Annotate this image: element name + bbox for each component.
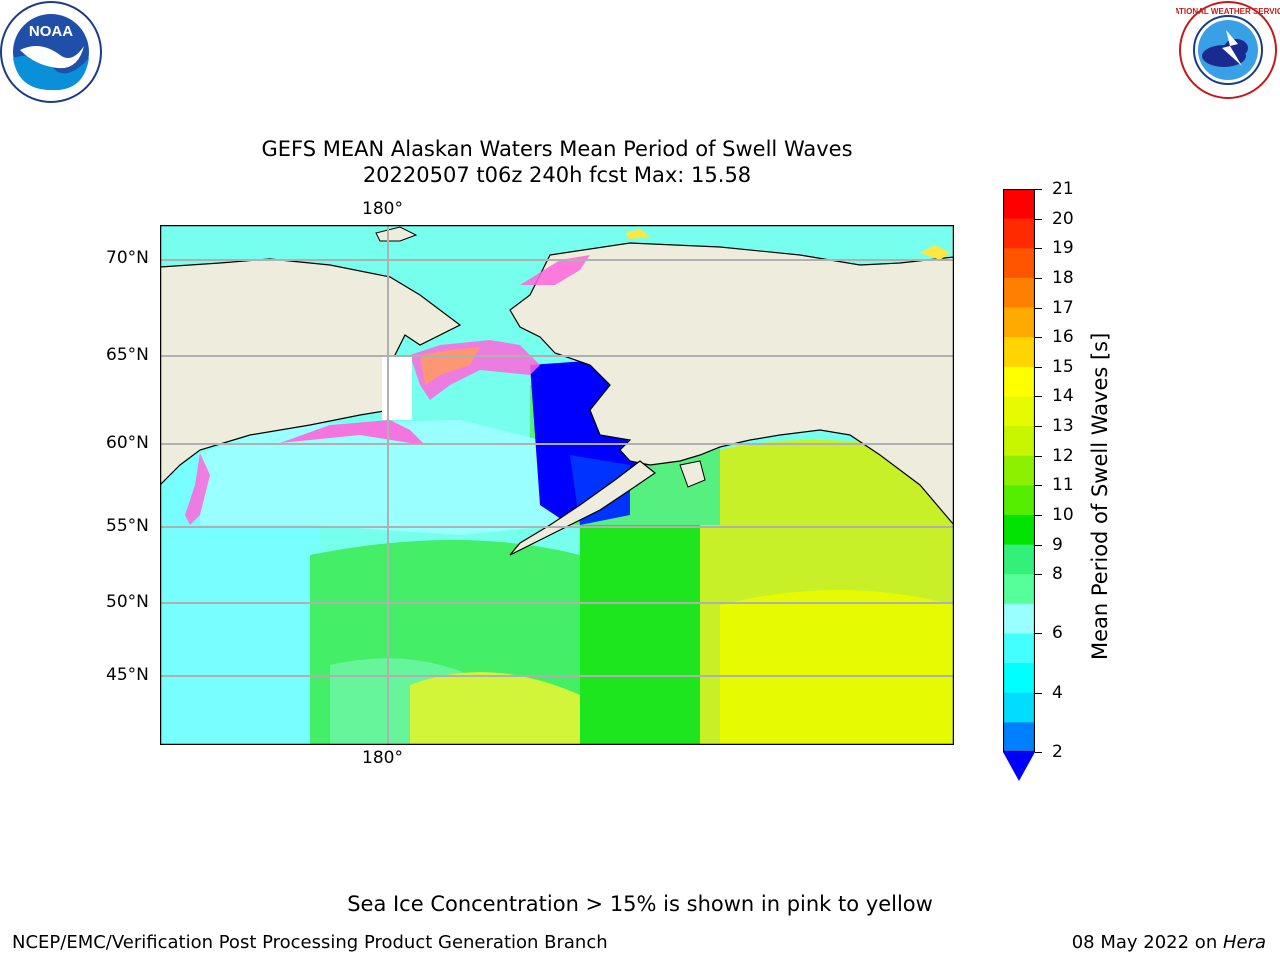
colorbar-segment xyxy=(1003,633,1035,664)
colorbar-tick-label: 9 xyxy=(1052,534,1063,555)
lat-label: 45°N xyxy=(106,665,149,685)
footer-date: 08 May 2022 on Hera xyxy=(1072,932,1266,954)
colorbar-tick-label: 14 xyxy=(1052,386,1074,407)
colorbar-tick xyxy=(1035,692,1042,694)
colorbar-segment xyxy=(1003,337,1035,368)
colorbar-tick-label: 15 xyxy=(1052,356,1074,377)
colorbar-frame xyxy=(1003,189,1035,753)
colorbar-tick xyxy=(1035,248,1042,250)
footer-date-text: 08 May 2022 on xyxy=(1071,932,1223,953)
colorbar xyxy=(1003,189,1035,781)
land-kodiak xyxy=(679,460,706,488)
colorbar-tick-label: 20 xyxy=(1052,208,1074,229)
no-data-region xyxy=(382,355,412,420)
colorbar-tick-label: 21 xyxy=(1052,179,1074,199)
map-frame xyxy=(160,225,954,745)
colorbar-tick-label: 8 xyxy=(1052,564,1063,585)
colorbar-under-arrow xyxy=(1003,752,1035,781)
noaa-logo: NOAA xyxy=(0,1,102,103)
colorbar-tick-label: 18 xyxy=(1052,267,1074,288)
colorbar-tick xyxy=(1035,514,1042,516)
nws-logo: NATIONAL WEATHER SERVICE xyxy=(1176,1,1280,99)
colorbar-tick-label: 16 xyxy=(1052,327,1074,348)
colorbar-segment xyxy=(1003,455,1035,486)
bering-sea xyxy=(200,420,560,535)
colorbar-tick xyxy=(1035,277,1042,279)
lat-label: 70°N xyxy=(106,248,149,268)
colorbar-tick xyxy=(1035,337,1042,339)
colorbar-segment xyxy=(1003,396,1035,427)
colorbar-tick-label: 2 xyxy=(1052,742,1063,762)
lat-label: 55°N xyxy=(106,516,149,536)
colorbar-tick-label: 17 xyxy=(1052,297,1074,318)
colorbar-tick-label: 6 xyxy=(1052,623,1063,644)
ocean-south-yellow xyxy=(410,672,580,745)
colorbar-tick-label: 12 xyxy=(1052,445,1074,466)
colorbar-segment xyxy=(1003,514,1035,546)
plot-title: GEFS MEAN Alaskan Waters Mean Period of … xyxy=(261,137,853,161)
colorbar-tick xyxy=(1035,574,1042,576)
colorbar-segment xyxy=(1003,544,1035,575)
colorbar-segment xyxy=(1003,307,1035,338)
lon-label-top: 180° xyxy=(362,199,403,219)
colorbar-tick-label: 4 xyxy=(1052,682,1063,703)
colorbar-tick xyxy=(1035,544,1042,546)
colorbar-tick-label: 11 xyxy=(1052,475,1074,496)
colorbar-segment xyxy=(1003,722,1035,753)
plot-subtitle: 20220507 t06z 240h fcst Max: 15.58 xyxy=(362,163,752,187)
graticule xyxy=(160,225,954,745)
colorbar-segment xyxy=(1003,248,1035,279)
sea-ice-pink xyxy=(520,255,590,285)
colorbar-tick xyxy=(1035,633,1042,635)
colorbar-segment xyxy=(1003,366,1035,398)
colorbar-tick-label: 10 xyxy=(1052,504,1074,525)
land-alaska xyxy=(509,242,954,526)
lat-label: 60°N xyxy=(106,433,149,453)
lon-label-bottom: 180° xyxy=(362,748,403,768)
colorbar-tick xyxy=(1035,218,1042,220)
colorbar-segment xyxy=(1003,574,1035,605)
ocean-east-yellow xyxy=(720,590,954,745)
colorbar-label: Mean Period of Swell Waves [s] xyxy=(1088,332,1112,660)
colorbar-tick xyxy=(1035,396,1042,398)
land-wrangel xyxy=(375,226,418,242)
colorbar-segment xyxy=(1003,485,1035,516)
colorbar-segment xyxy=(1003,189,1035,220)
colorbar-segment xyxy=(1003,218,1035,249)
nws-ring-text: NATIONAL WEATHER SERVICE xyxy=(1176,7,1280,16)
colorbar-tick xyxy=(1035,485,1042,487)
colorbar-tick xyxy=(1035,307,1042,309)
noaa-logo-text: NOAA xyxy=(29,23,73,40)
footer-branch: NCEP/EMC/Verification Post Processing Pr… xyxy=(12,932,608,953)
sea-ice-pink xyxy=(185,453,210,525)
colorbar-tick-label: 13 xyxy=(1052,416,1074,437)
colorbar-segment xyxy=(1003,692,1035,723)
sea-ice-yellow xyxy=(920,245,950,260)
colorbar-segment xyxy=(1003,277,1035,309)
lat-label: 50°N xyxy=(106,592,149,612)
land-alaska-peninsula xyxy=(509,460,657,556)
colorbar-segment xyxy=(1003,426,1035,457)
colorbar-tick xyxy=(1035,366,1042,368)
sea-ice-note: Sea Ice Concentration > 15% is shown in … xyxy=(347,892,933,916)
colorbar-tick-label: 19 xyxy=(1052,238,1074,259)
colorbar-tick xyxy=(1035,752,1042,753)
colorbar-segment xyxy=(1003,663,1035,694)
lat-label: 65°N xyxy=(106,345,149,365)
colorbar-label-wrap: Mean Period of Swell Waves [s] xyxy=(1088,333,1112,680)
colorbar-tick xyxy=(1035,189,1042,190)
footer-host: Hera xyxy=(1222,932,1266,953)
colorbar-tick xyxy=(1035,426,1042,428)
colorbar-tick xyxy=(1035,455,1042,457)
sea-ice-yellow xyxy=(625,229,650,239)
swell-period-map xyxy=(160,225,954,745)
colorbar-segment xyxy=(1003,603,1035,635)
